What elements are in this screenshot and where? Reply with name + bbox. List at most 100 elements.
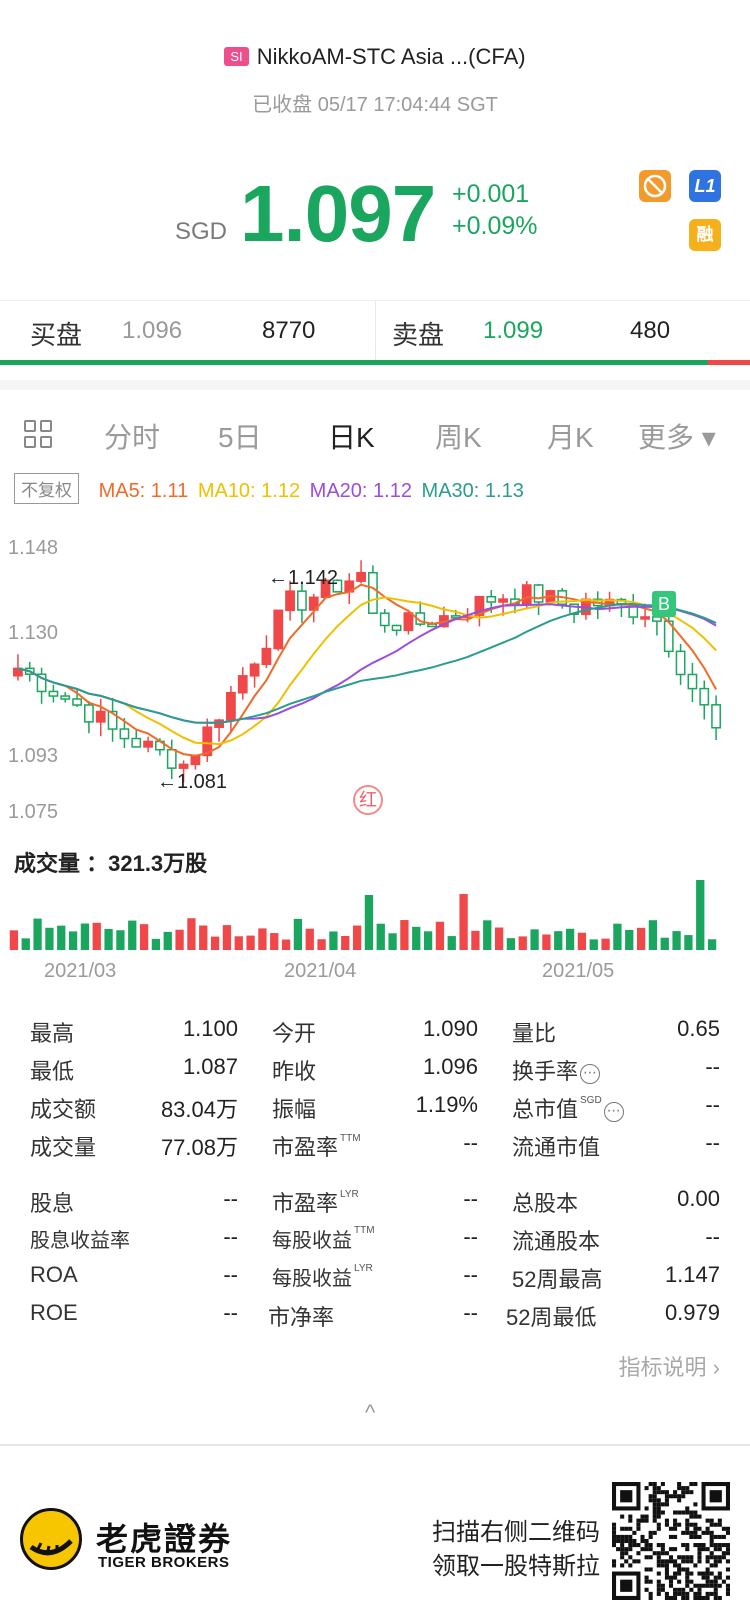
qr-module [668, 1494, 674, 1499]
turnover-stat[interactable]: 换手率 ⋯ [512, 1054, 601, 1084]
qr-module [620, 1563, 625, 1568]
qr-module [717, 1575, 722, 1580]
volume-bar [199, 925, 208, 950]
qr-module [681, 1510, 686, 1515]
qr-module [612, 1538, 617, 1544]
candle-body [379, 612, 390, 627]
qr-module [624, 1534, 629, 1539]
qr-module [656, 1490, 661, 1495]
tab-intraday[interactable]: 分时 [104, 422, 161, 453]
qr-module [628, 1518, 633, 1523]
tab-weekly-k[interactable]: 周K [435, 422, 482, 453]
y-tick-label: 1.148 [8, 537, 59, 559]
qr-module [640, 1514, 645, 1519]
qr-module [644, 1547, 649, 1552]
qr-module [644, 1543, 649, 1548]
tab-more[interactable]: 更多 ▾ [638, 422, 716, 453]
qr-module [725, 1587, 730, 1592]
qr-module [648, 1482, 653, 1487]
market-cap-stat[interactable]: 总市值 SGD⋯ [512, 1092, 624, 1122]
qr-module [636, 1522, 641, 1527]
candle-body [273, 609, 284, 650]
qr-module [685, 1595, 690, 1600]
qr-module [717, 1522, 722, 1527]
stat-value: -- [223, 1224, 238, 1249]
qr-module [673, 1563, 678, 1568]
candle-body [95, 710, 106, 723]
adjust-mode-button[interactable]: 不复权 [14, 473, 79, 504]
volume-bar [506, 938, 516, 950]
qr-module [693, 1595, 698, 1600]
volume-bar [9, 930, 19, 950]
qr-module [644, 1486, 649, 1491]
qr-module [673, 1526, 678, 1531]
kline-chart[interactable]: 1.148 1.130 1.093 1.075 ←1.142 ←1.081 B … [0, 505, 750, 835]
qr-module [677, 1567, 682, 1572]
stat-label: 市净率 [268, 1305, 335, 1330]
qr-module [640, 1547, 645, 1552]
tab-monthly-k[interactable]: 月K [547, 422, 594, 453]
volume-bar [258, 928, 267, 950]
qr-module [709, 1555, 714, 1560]
qr-module [705, 1567, 710, 1572]
volume-bar [376, 923, 385, 950]
margin-icon[interactable]: 融 [689, 219, 721, 251]
qr-module [705, 1583, 710, 1588]
qr-module [709, 1538, 714, 1544]
indicator-help-link[interactable]: 指标说明 › [618, 1355, 720, 1380]
qr-module [644, 1518, 649, 1523]
stat-value: 1.100 [182, 1016, 238, 1041]
qr-module [668, 1583, 674, 1588]
qr-module [648, 1498, 653, 1503]
qr-module [725, 1591, 730, 1596]
qr-code-icon[interactable] [612, 1482, 730, 1600]
qr-module [713, 1575, 718, 1580]
qr-module [616, 1547, 621, 1552]
volume-bar [104, 928, 113, 950]
candle-body [687, 673, 698, 690]
tab-5day[interactable]: 5日 [218, 422, 262, 453]
qr-module [689, 1522, 694, 1527]
qr-module [685, 1530, 690, 1535]
qr-module [685, 1490, 690, 1495]
level1-icon[interactable]: L1 [689, 170, 721, 202]
currency-sup: SGD [580, 1095, 602, 1106]
qr-module [673, 1595, 678, 1600]
volume-bar [187, 918, 196, 950]
qr-module [668, 1575, 674, 1580]
stat-label: 总股本 [512, 1191, 579, 1216]
qr-module [664, 1571, 669, 1576]
stat-label: 最低 [30, 1059, 75, 1084]
qr-module [644, 1506, 649, 1511]
collapse-chevron-icon[interactable]: ^ [365, 1400, 376, 1425]
volume-title: 成交量 ：321.3万股 [14, 851, 208, 876]
qr-module [664, 1494, 669, 1499]
info-icon[interactable]: ⋯ [603, 1102, 624, 1122]
qr-module [673, 1490, 678, 1495]
bid-price: 1.096 [122, 317, 183, 344]
buy-marker-icon[interactable]: B [652, 591, 676, 617]
red-packet-icon[interactable]: 红 [353, 785, 383, 815]
qr-module [628, 1543, 633, 1548]
qr-module [725, 1543, 730, 1548]
info-icon[interactable]: ⋯ [580, 1064, 601, 1084]
volume-bar [400, 920, 409, 950]
price-change-percent: +0.09% [452, 212, 538, 240]
tab-daily-k[interactable]: 日K [328, 422, 375, 453]
qr-module [713, 1583, 718, 1588]
eps-ttm-stat: 每股收益 TTM [272, 1224, 375, 1254]
qr-module [725, 1559, 730, 1564]
qr-module [636, 1526, 641, 1531]
volume-bar [57, 925, 66, 950]
volume-bar [364, 895, 374, 950]
volume-bar [246, 935, 255, 950]
qr-module [644, 1514, 649, 1519]
no-short-icon[interactable] [639, 170, 671, 202]
qr-module [693, 1502, 698, 1507]
qr-module [664, 1563, 669, 1568]
grid-icon[interactable] [24, 420, 54, 450]
qr-module [681, 1591, 686, 1596]
order-book[interactable]: 买盘 1.096 8770 卖盘 1.099 480 [0, 300, 750, 363]
qr-module [677, 1591, 682, 1596]
volume-bar [329, 931, 338, 950]
